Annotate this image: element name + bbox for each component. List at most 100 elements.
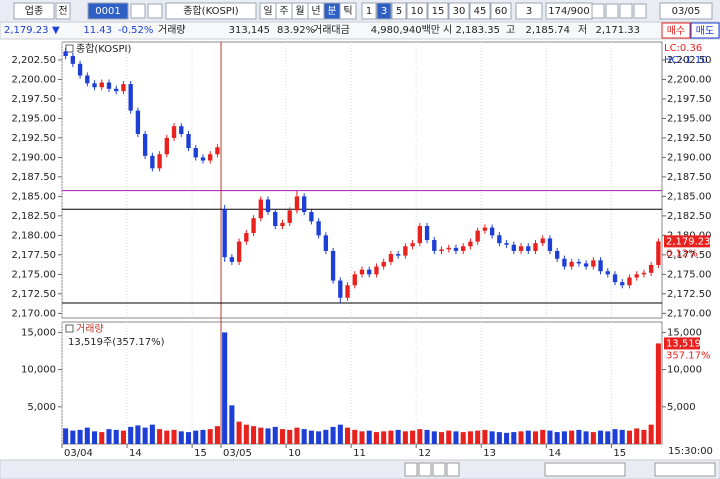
candle-body [63,51,68,57]
search-button[interactable] [130,3,146,19]
panel-icon[interactable] [65,324,74,333]
volume-bar [460,432,466,444]
prefix-button-label: 전 [58,5,67,17]
sound-button[interactable] [147,3,163,19]
volume-bar [431,431,437,444]
y-tick-label: 2,185.00 [667,191,712,202]
volume-bar [590,432,596,444]
panel-icon[interactable] [65,44,74,53]
candle-body [359,269,365,275]
order-button-label[interactable]: 매도 [696,25,714,37]
volume-bar [518,431,524,444]
volume-bar [417,429,423,444]
tool-icon[interactable] [605,3,619,19]
y-tick-label: 5,000 [27,402,56,413]
tool-icon[interactable] [633,3,647,19]
interval-button[interactable] [406,2,428,20]
volume-bar [200,429,206,444]
scroll-controls[interactable] [404,462,716,477]
interval-button-label: 15 [432,6,445,17]
volume-panel [61,321,663,445]
last-volume-pct: 357.17% [666,350,711,361]
y-tick-label: 15,000 [667,327,702,338]
scroll-button[interactable] [432,462,446,477]
interval-button-label: 5 [396,6,402,17]
date-box[interactable] [659,2,713,20]
scroll-button[interactable] [404,462,418,477]
volume-bar [504,432,510,444]
code-input[interactable] [87,2,129,20]
interval-button[interactable] [376,2,392,20]
volume-bar [619,429,625,444]
volume-bar [77,429,83,444]
candle-body [92,83,97,88]
scroll-button[interactable] [418,462,432,477]
order-button[interactable] [661,22,691,39]
candle-body [294,196,300,211]
y-tick-label: 2,195.00 [11,113,56,124]
y-tick-label: 2,172.50 [667,289,712,300]
volume-bar [99,432,105,444]
volume-bar [352,429,358,444]
volume-bar [605,431,611,444]
info-low: 2,171.33 [595,25,640,36]
candle-body [338,280,343,298]
period-button-label: 일 [263,5,272,17]
volume-bar [207,429,213,444]
prefix-button[interactable] [55,2,71,20]
y-tick-label: 2,202.50 [11,55,56,66]
zoom-buttons[interactable] [654,462,716,477]
candle-body [287,210,292,223]
candle-body [77,63,83,76]
volume-bar [157,429,163,444]
period-button-label: 분 [327,5,336,17]
scroll-bar[interactable] [0,459,720,479]
y-tick-label: 2,177.50 [11,250,56,261]
interval-button[interactable] [427,2,449,20]
interval-button[interactable] [490,2,512,20]
period-button-label: 주 [279,6,288,17]
volume-bar [424,429,430,444]
candle-body [265,199,271,212]
period-button[interactable] [339,2,357,20]
candle-body [424,226,430,241]
name-box[interactable] [165,2,257,20]
candle-body [634,274,639,278]
zoom-buttons[interactable] [544,462,626,477]
volume-bar [598,430,604,444]
interval-button[interactable] [469,2,491,20]
volume-bar [496,432,502,444]
candle-body [179,126,184,134]
order-button[interactable] [690,22,720,39]
volume-bar [337,424,343,444]
candle-body [526,246,531,251]
period-button-label: 월 [295,5,304,17]
market-select[interactable] [13,2,55,20]
scroll-button[interactable] [446,462,460,477]
order-button-label[interactable]: 매수 [667,25,685,37]
count-select[interactable] [515,2,543,20]
volume-bar [345,427,351,444]
volume-bar [251,426,257,444]
candle-body [316,221,321,236]
interval-button[interactable] [448,2,470,20]
volume-bar [92,431,98,444]
interval-button[interactable] [391,2,407,20]
x-tick-label: 12 [418,448,431,459]
code-input-label: 0001 [95,6,120,17]
y-tick-label: 2,172.50 [11,289,56,300]
candle-body [309,211,314,222]
candle-body [229,257,235,262]
candle-body [171,126,177,138]
candle-body [439,249,444,251]
volume-bar [106,429,112,444]
candle-body [482,227,488,231]
candle-body [215,147,220,155]
volume-bar [164,430,170,444]
tool-icon[interactable] [619,3,633,19]
tool-icon[interactable] [591,3,605,19]
interval-button[interactable] [361,2,377,20]
volume-bar [265,428,271,444]
volume-bar [294,427,300,444]
